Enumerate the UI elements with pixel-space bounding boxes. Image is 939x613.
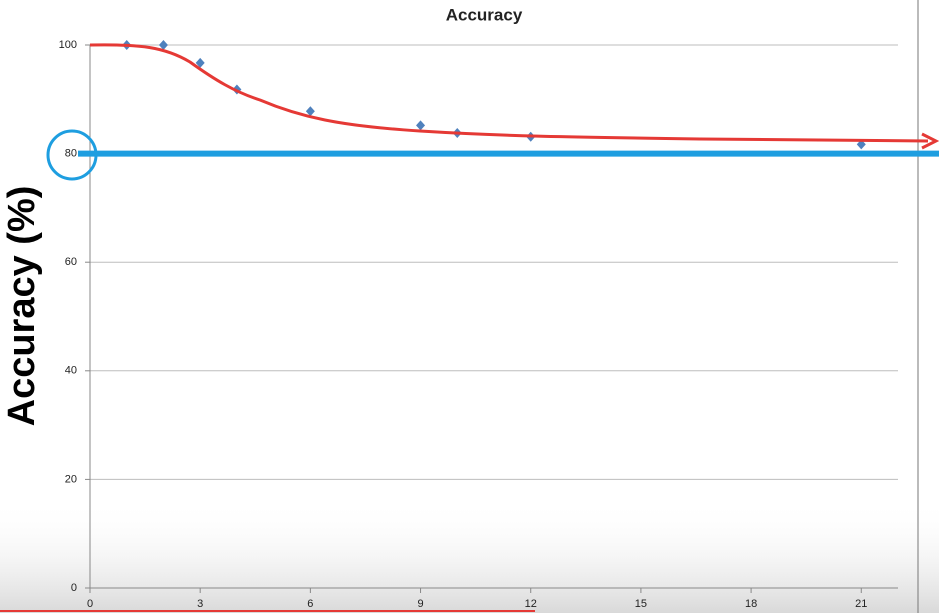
trend-curve (89, 43, 929, 143)
chart-title: Accuracy (446, 5, 523, 24)
y-tick-label: 20 (65, 473, 77, 485)
x-tick-label: 3 (197, 598, 203, 610)
y-tick-label: 100 (59, 39, 77, 51)
data-point (158, 40, 168, 50)
plot-area: 0 20 40 60 80 100 0 3 6 9 12 15 18 21 (59, 39, 939, 610)
x-tick-label: 12 (525, 598, 537, 610)
y-tick-label: 40 (65, 365, 77, 377)
video-fade (0, 500, 939, 613)
x-tick-label: 15 (635, 598, 647, 610)
x-tick-label: 18 (745, 598, 757, 610)
y-axis-label: Accuracy (%) (1, 186, 43, 427)
y-tick-label: 60 (65, 256, 77, 268)
y-tick-label: 80 (65, 148, 77, 160)
trend-arrow (921, 132, 939, 150)
x-tick-label: 21 (855, 598, 867, 610)
data-point (416, 120, 426, 131)
highlight-circle (46, 129, 98, 181)
y-tick-label: 0 (71, 582, 77, 594)
x-tick-label: 0 (87, 598, 93, 610)
x-tick-label: 9 (417, 598, 423, 610)
data-point (195, 57, 205, 68)
data-point (305, 106, 315, 117)
x-tick-label: 6 (307, 598, 313, 610)
